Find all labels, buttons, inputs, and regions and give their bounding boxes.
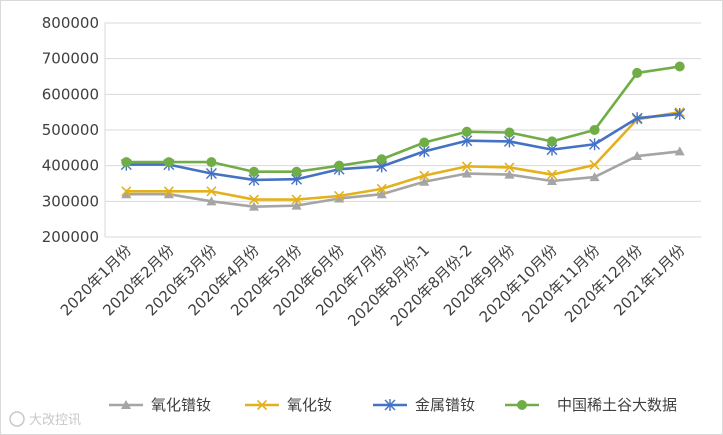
y-tick-label: 800000 xyxy=(42,14,99,32)
data-point-x xyxy=(206,186,217,197)
data-point-x xyxy=(256,399,268,411)
data-point-triangle xyxy=(589,172,600,182)
y-axis: 200000 300000 400000 500000 600000 700000 8000… xyxy=(42,14,106,246)
data-point-star xyxy=(674,107,686,120)
watermark-right: 中国稀土谷大数据 xyxy=(557,396,677,414)
data-point-x xyxy=(419,170,430,181)
data-point-circle xyxy=(674,61,685,72)
watermark-logo-icon xyxy=(9,411,25,427)
data-point-circle xyxy=(589,125,600,135)
data-point-circle xyxy=(419,137,430,148)
data-point-triangle xyxy=(504,169,515,179)
data-point-triangle xyxy=(419,176,430,186)
data-point-triangle xyxy=(121,189,132,199)
y-tick-label: 300000 xyxy=(42,192,99,210)
data-point-triangle xyxy=(291,200,302,210)
data-point-triangle xyxy=(163,189,174,199)
legend-item: 氧化钕 xyxy=(245,396,332,414)
data-point-x xyxy=(291,194,302,205)
data-point-x xyxy=(461,161,472,172)
data-point-circle xyxy=(334,160,345,171)
data-point-x xyxy=(163,186,174,197)
data-point-x xyxy=(546,169,558,180)
data-point-triangle xyxy=(249,201,259,211)
watermark-right-text: 中国稀土谷大数据 xyxy=(557,396,677,414)
data-point-x xyxy=(248,194,260,205)
data-point-circle xyxy=(632,67,643,78)
data-point-circle xyxy=(163,157,174,168)
series-2 xyxy=(121,107,685,205)
data-point-circle xyxy=(249,166,259,177)
data-point-circle xyxy=(291,166,302,177)
data-point-triangle xyxy=(547,176,557,186)
data-point-triangle xyxy=(334,193,345,203)
series-layer xyxy=(120,61,686,211)
legend-label: 氧化钕 xyxy=(287,396,332,414)
series-line xyxy=(126,150,680,208)
y-tick-label: 200000 xyxy=(42,228,99,246)
data-point-circle xyxy=(206,157,217,168)
legend-item: 氧化镨钕 xyxy=(109,396,211,414)
data-point-triangle xyxy=(461,168,472,178)
data-point-triangle xyxy=(632,151,643,161)
series-line xyxy=(126,110,680,201)
data-point-triangle xyxy=(674,146,685,156)
legend-item: 金属镨钕 xyxy=(373,396,475,414)
series-4 xyxy=(121,61,685,177)
y-tick-label: 400000 xyxy=(42,157,99,175)
data-point-star xyxy=(384,399,396,411)
x-axis: 2020年1月份2020年2月份2020年3月份2020年4月份2020年5月份… xyxy=(57,241,689,330)
data-point-x xyxy=(121,186,132,197)
legend-label: 氧化镨钕 xyxy=(151,396,211,414)
series-1 xyxy=(121,146,685,211)
data-point-triangle xyxy=(206,196,217,206)
y-tick-label: 600000 xyxy=(42,85,99,103)
data-point-circle xyxy=(504,127,515,138)
data-point-star xyxy=(589,138,601,151)
series-line xyxy=(126,65,680,174)
y-tick-label: 500000 xyxy=(42,121,99,139)
series-3 xyxy=(120,107,686,186)
y-tick-label: 700000 xyxy=(42,50,99,68)
series-line xyxy=(126,112,680,182)
legend: 氧化镨钕 氧化钕 金属镨钕 xyxy=(109,396,539,414)
data-point-x xyxy=(334,190,345,202)
data-point-x xyxy=(376,183,387,194)
data-point-circle xyxy=(121,157,132,168)
watermark-left: 大改控讯 xyxy=(9,411,81,428)
data-point-star xyxy=(205,167,217,180)
data-point-star xyxy=(631,112,643,125)
data-point-circle xyxy=(376,154,387,165)
legend-item xyxy=(505,400,539,410)
data-point-circle xyxy=(547,136,557,147)
data-point-triangle xyxy=(121,400,131,409)
data-point-triangle xyxy=(376,189,387,199)
grid-lines xyxy=(105,22,701,238)
data-point-x xyxy=(504,162,515,173)
watermark-left-text: 大改控讯 xyxy=(29,413,81,428)
data-point-circle xyxy=(461,126,472,137)
data-point-circle xyxy=(517,400,527,410)
data-point-x xyxy=(589,159,600,171)
legend-label: 金属镨钕 xyxy=(415,396,475,414)
